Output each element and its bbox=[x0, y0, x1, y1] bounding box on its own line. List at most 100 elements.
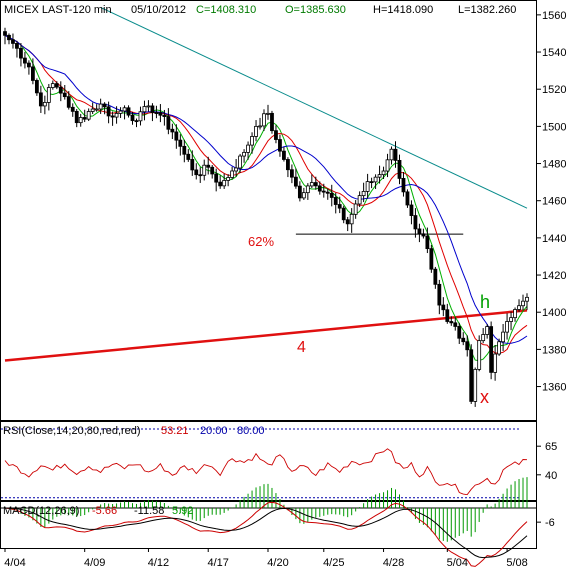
candle-down-body bbox=[206, 164, 211, 168]
candle-down-body bbox=[166, 116, 171, 130]
candle-up-body bbox=[389, 148, 394, 161]
candle bbox=[262, 109, 266, 131]
candle bbox=[214, 168, 219, 192]
candle bbox=[389, 146, 394, 165]
ma-mid-line bbox=[4, 34, 528, 354]
candle-up-body bbox=[46, 87, 51, 103]
date-tick-label: 5/08 bbox=[506, 557, 527, 569]
candle-down-body bbox=[194, 169, 199, 176]
candle bbox=[222, 173, 227, 189]
date-tick-label: 4/17 bbox=[208, 557, 229, 569]
candle-down-body bbox=[7, 34, 11, 41]
candle bbox=[62, 85, 67, 100]
candle-up-body bbox=[485, 326, 490, 335]
candle-down-body bbox=[158, 112, 163, 116]
candle bbox=[297, 181, 302, 202]
candle-up-body bbox=[361, 191, 366, 197]
macd-signal-value: -11.58 bbox=[134, 505, 164, 517]
candle-down-body bbox=[274, 130, 278, 140]
candle-down-body bbox=[409, 204, 414, 216]
candle-down-body bbox=[290, 169, 294, 178]
candle-down-body bbox=[270, 112, 274, 132]
candle-down-body bbox=[70, 106, 75, 112]
candle bbox=[102, 102, 107, 115]
candle bbox=[282, 146, 286, 162]
candle-down-body bbox=[106, 106, 111, 117]
candle-up-body bbox=[222, 180, 227, 187]
candle-up-body bbox=[509, 317, 513, 322]
candle bbox=[433, 266, 438, 289]
price-tick-label: 1540 bbox=[542, 47, 566, 59]
candle bbox=[30, 58, 35, 85]
candle bbox=[3, 27, 7, 45]
candle-down-body bbox=[11, 39, 15, 44]
candle-down-body bbox=[82, 117, 87, 120]
candle bbox=[377, 165, 382, 184]
candle bbox=[154, 105, 159, 119]
candle-down-body bbox=[337, 204, 342, 209]
price-layer bbox=[3, 6, 529, 407]
candle-up-body bbox=[122, 107, 127, 112]
symbol-label: MICEX LAST-120 min bbox=[4, 4, 112, 16]
candle bbox=[477, 335, 482, 372]
price-tick-label: 1500 bbox=[542, 121, 566, 133]
candle-up-body bbox=[381, 170, 386, 176]
price-tick-label: 1460 bbox=[542, 196, 566, 208]
wave-h-label: h bbox=[480, 292, 490, 312]
candle bbox=[401, 172, 406, 197]
candle-up-body bbox=[94, 108, 99, 111]
candle-down-body bbox=[182, 145, 187, 155]
candle bbox=[226, 174, 231, 187]
candle-down-body bbox=[210, 166, 215, 175]
candle-down-body bbox=[333, 197, 338, 205]
macd-value: -5.66 bbox=[92, 505, 117, 517]
candle-down-body bbox=[102, 103, 107, 108]
rsi-value: 53.21 bbox=[161, 425, 189, 437]
candle bbox=[98, 98, 103, 114]
candle bbox=[254, 120, 258, 142]
candle bbox=[353, 200, 358, 219]
candle bbox=[166, 108, 171, 135]
candle bbox=[78, 113, 83, 127]
candle bbox=[329, 184, 334, 207]
candle-up-body bbox=[517, 305, 521, 310]
candle bbox=[497, 338, 502, 356]
date-tick-label: 4/04 bbox=[4, 557, 25, 569]
wave-4-label: 4 bbox=[297, 339, 306, 356]
candle-down-body bbox=[27, 62, 31, 68]
candle bbox=[469, 344, 474, 404]
candle-down-body bbox=[186, 153, 191, 160]
candle-up-body bbox=[90, 108, 95, 112]
candle-up-body bbox=[238, 155, 242, 169]
candle bbox=[317, 181, 322, 195]
candle-down-body bbox=[23, 57, 27, 64]
candle bbox=[114, 106, 119, 124]
candle bbox=[397, 154, 402, 185]
candle-down-body bbox=[198, 174, 203, 177]
candle-up-body bbox=[246, 144, 250, 153]
candle bbox=[337, 196, 342, 214]
ma-slow-line bbox=[4, 34, 528, 344]
price-panel-frame bbox=[0, 0, 537, 421]
candle bbox=[27, 60, 31, 75]
candle bbox=[517, 299, 521, 312]
candle bbox=[305, 183, 310, 200]
date-tick-label: 5/04 bbox=[447, 557, 468, 569]
candle-down-body bbox=[445, 309, 450, 322]
candle-down-body bbox=[393, 148, 398, 161]
date-tick-label: 4/12 bbox=[148, 557, 169, 569]
macd-line bbox=[4, 501, 528, 567]
candle-down-body bbox=[341, 207, 346, 221]
candle bbox=[250, 132, 254, 154]
candle-up-body bbox=[385, 159, 390, 172]
candle bbox=[246, 141, 250, 160]
candle bbox=[345, 216, 350, 232]
candle-up-body bbox=[481, 334, 486, 342]
candle bbox=[218, 175, 223, 189]
candle-up-body bbox=[505, 321, 509, 333]
price-tick-label: 1420 bbox=[542, 270, 566, 282]
candle bbox=[429, 244, 434, 273]
candle-down-body bbox=[297, 185, 302, 199]
candle bbox=[461, 332, 466, 346]
candle-up-body bbox=[525, 296, 529, 302]
